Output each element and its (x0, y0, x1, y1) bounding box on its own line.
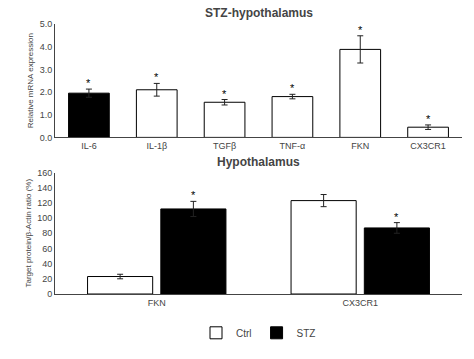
svg-text:Ctrl: Ctrl (236, 328, 252, 339)
svg-text:60: 60 (42, 244, 52, 254)
svg-text:CX3CR1: CX3CR1 (410, 141, 446, 151)
svg-text:Relative mRNA expression: Relative mRNA expression (26, 33, 35, 128)
svg-text:5.0: 5.0 (40, 19, 53, 29)
svg-text:3.0: 3.0 (40, 65, 53, 75)
svg-text:*: * (358, 24, 363, 36)
svg-text:*: * (394, 211, 399, 223)
svg-text:STZ-hypothalamus: STZ-hypothalamus (205, 6, 313, 20)
svg-text:*: * (191, 189, 196, 201)
svg-text:*: * (154, 71, 159, 83)
svg-text:2.0: 2.0 (40, 87, 53, 97)
svg-text:80: 80 (42, 228, 52, 238)
svg-text:160: 160 (37, 168, 52, 178)
svg-text:0: 0 (47, 289, 52, 299)
svg-text:FKN: FKN (148, 298, 166, 308)
svg-text:CX3CR1: CX3CR1 (342, 298, 378, 308)
svg-text:20: 20 (42, 274, 52, 284)
svg-text:0.0: 0.0 (40, 133, 53, 143)
svg-text:120: 120 (37, 198, 52, 208)
svg-text:*: * (426, 113, 431, 125)
svg-text:4.0: 4.0 (40, 42, 53, 52)
svg-text:40: 40 (42, 259, 52, 269)
svg-text:*: * (86, 77, 91, 89)
svg-text:IL-6: IL-6 (81, 141, 97, 151)
svg-text:1.0: 1.0 (40, 110, 53, 120)
svg-text:TNF-α: TNF-α (280, 141, 306, 151)
svg-text:*: * (222, 88, 227, 100)
svg-text:TGFβ: TGFβ (213, 141, 236, 151)
svg-text:*: * (290, 82, 295, 94)
svg-text:Hypothalamus: Hypothalamus (217, 155, 300, 169)
svg-text:140: 140 (37, 183, 52, 193)
svg-text:100: 100 (37, 213, 52, 223)
svg-text:Target protein/β-Actin ratio (: Target protein/β-Actin ratio (%) (24, 179, 33, 288)
svg-text:FKN: FKN (351, 141, 369, 151)
svg-text:STZ: STZ (297, 328, 316, 339)
svg-text:IL-1β: IL-1β (146, 141, 167, 151)
